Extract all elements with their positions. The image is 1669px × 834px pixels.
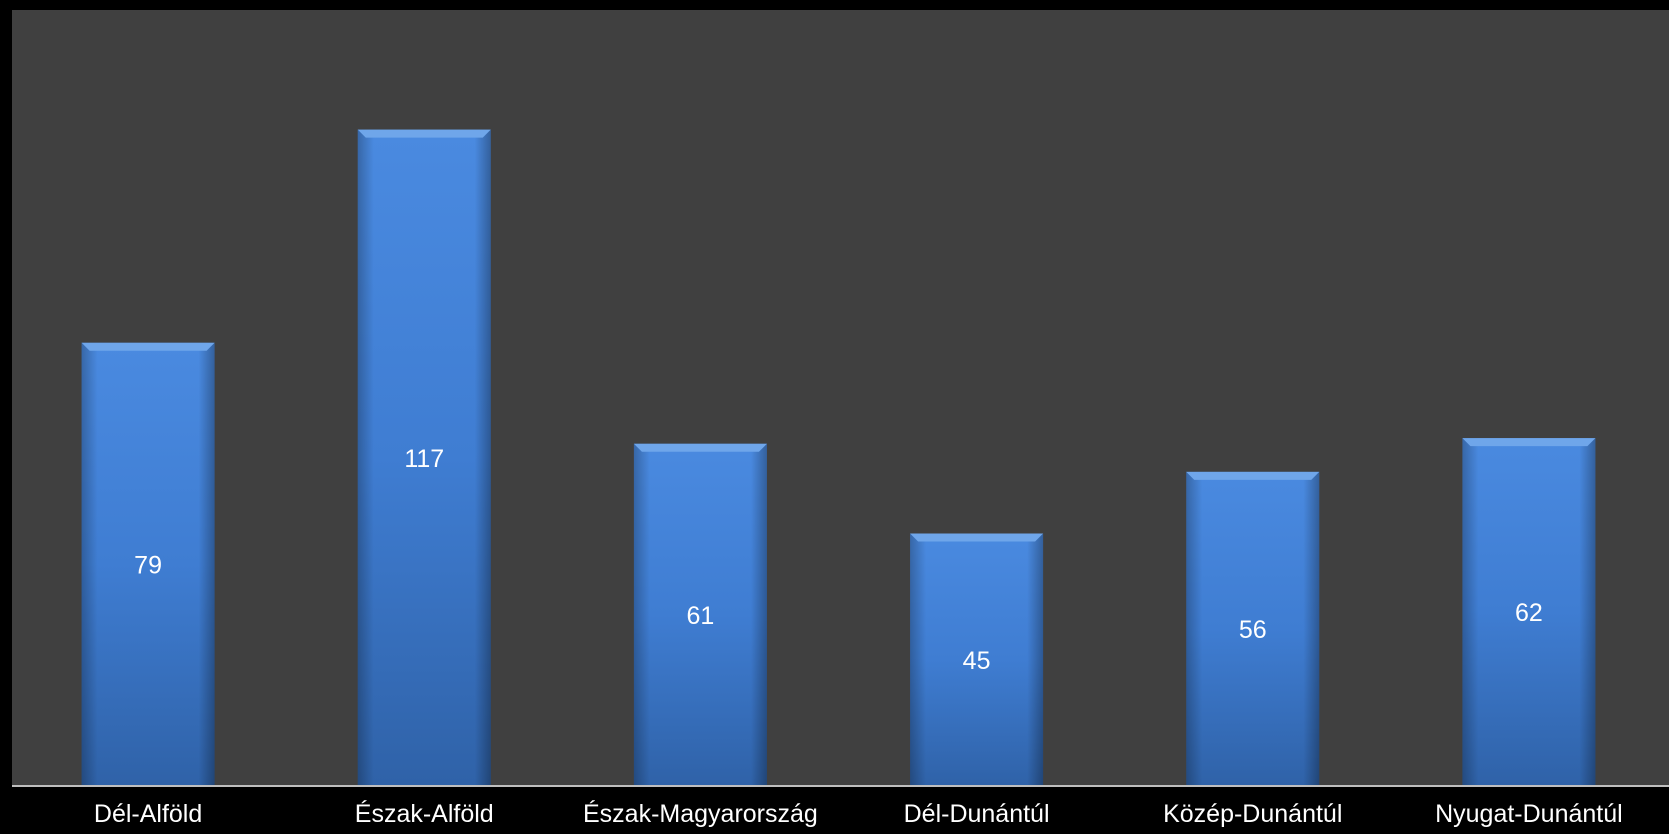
bar-bevel <box>357 129 491 138</box>
bar-2 <box>357 129 491 786</box>
data-label: 45 <box>963 647 991 675</box>
labels-layer: 79 Dél-Alföld 117 Észak-Alföld 61 Észak-Magya… <box>94 445 1623 828</box>
plot-area <box>12 10 1669 786</box>
data-label: 56 <box>1239 616 1267 644</box>
category-tick-label: Nyugat-Dunántúl <box>1435 800 1623 828</box>
bar-shading <box>357 129 491 786</box>
category-tick-label: Dél-Dunántúl <box>904 800 1050 828</box>
category-tick-label: Dél-Alföld <box>94 800 202 828</box>
bar-5 <box>1186 471 1320 786</box>
category-tick-label: Észak-Alföld <box>355 799 494 828</box>
bar-shading <box>81 342 215 786</box>
data-label: 62 <box>1515 599 1543 627</box>
category-tick-label: Közép-Dunántúl <box>1163 800 1342 828</box>
bar-shading <box>633 443 767 786</box>
bar-1 <box>81 342 215 786</box>
bar-bevel <box>81 342 215 351</box>
bar-shading <box>1186 471 1320 786</box>
data-label: 61 <box>687 602 715 630</box>
bar-6 <box>1462 438 1596 786</box>
category-tick-label: Észak-Magyarország <box>583 799 818 828</box>
bar-bevel <box>1186 471 1320 480</box>
bar-4 <box>910 533 1044 786</box>
bar-shading <box>910 533 1044 786</box>
data-label: 79 <box>134 551 162 579</box>
bar-bevel <box>633 443 767 452</box>
bars-layer <box>81 129 1596 786</box>
bar-3 <box>633 443 767 786</box>
bar-shading <box>1462 438 1596 786</box>
bar-bevel <box>910 533 1044 542</box>
data-label: 117 <box>404 445 444 473</box>
bar-bevel <box>1462 438 1596 447</box>
